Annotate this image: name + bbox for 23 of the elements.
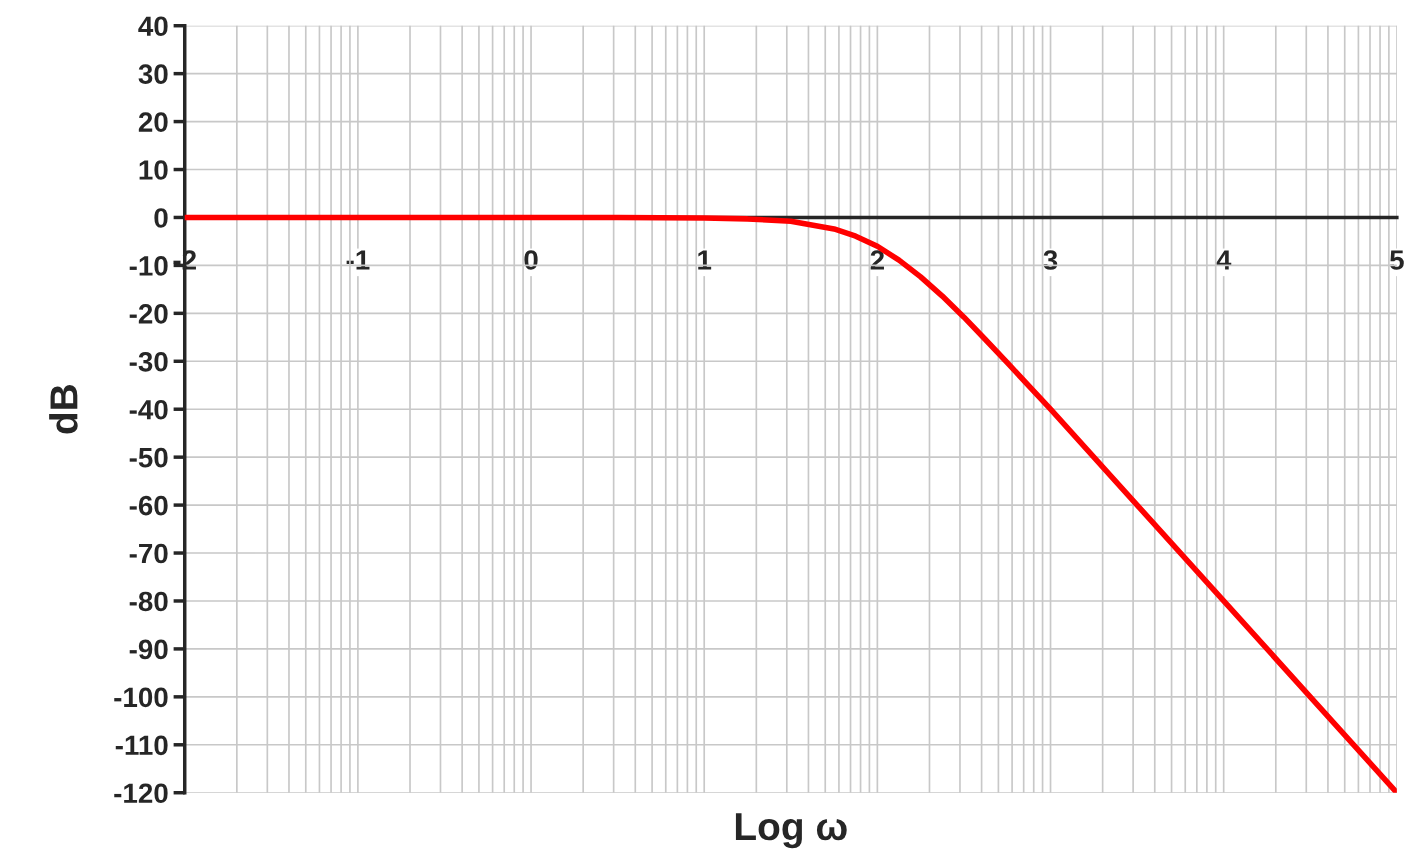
- y-tick-label: -120: [114, 783, 168, 804]
- y-tick-label: -100: [114, 687, 168, 708]
- y-tick-label: 40: [138, 16, 168, 37]
- y-tick-label: -80: [129, 591, 168, 612]
- x-tick-label: 5: [1389, 250, 1404, 270]
- y-tick-label: 0: [154, 208, 168, 228]
- y-tick-label: -60: [129, 495, 168, 516]
- x-axis-title: Log ω: [735, 813, 847, 849]
- y-tick-label: -70: [129, 543, 168, 564]
- y-tick-label: 30: [138, 64, 168, 85]
- x-tick-label: 1: [698, 250, 712, 270]
- y-tick-label: -50: [129, 447, 168, 468]
- x-tick-label: 2: [870, 250, 884, 270]
- y-tick-label: 20: [138, 112, 168, 132]
- y-tick-label: -40: [129, 399, 168, 420]
- y-tick-label: -20: [129, 304, 168, 324]
- y-tick-label: 10: [139, 160, 168, 180]
- y-tick-label: -30: [129, 351, 168, 372]
- y-tick-label: -10: [129, 256, 168, 276]
- x-tick-label: -1: [346, 250, 370, 270]
- y-tick-label: -90: [129, 639, 168, 660]
- y-tick-label: -110: [115, 735, 168, 756]
- y-axis-title: dB: [49, 385, 78, 434]
